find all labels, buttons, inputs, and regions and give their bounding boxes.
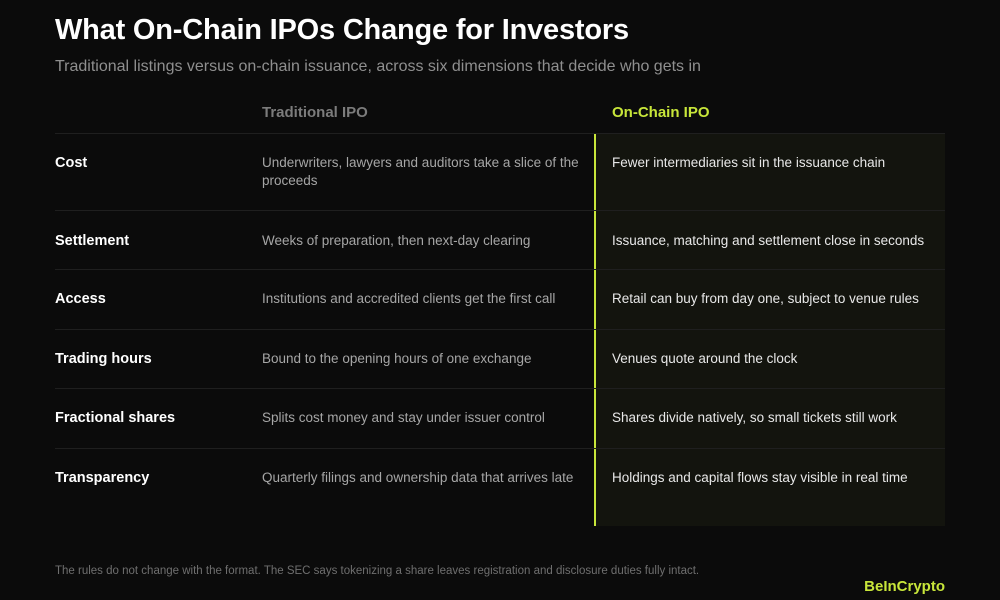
onchain-cell: Venues quote around the clock (612, 351, 798, 366)
table-row: Cost Underwriters, lawyers and auditors … (55, 134, 945, 211)
row-dimension-label: Trading hours (55, 351, 152, 367)
row-dimension-label: Cost (55, 155, 88, 171)
table-header: Traditional IPO On-Chain IPO (55, 88, 945, 134)
table-row: Settlement Weeks of preparation, then ne… (55, 211, 945, 270)
traditional-cell: Quarterly filings and ownership data tha… (262, 470, 574, 485)
onchain-column-highlight (594, 134, 945, 526)
table-row: Access Institutions and accredited clien… (55, 270, 945, 330)
row-dimension-label: Settlement (55, 233, 130, 249)
page-subtitle: Traditional listings versus on-chain iss… (55, 58, 701, 75)
comparison-table: Traditional IPO On-Chain IPO Cost Underw… (55, 88, 945, 526)
traditional-cell: Weeks of preparation, then next-day clea… (262, 233, 531, 248)
row-dimension-label: Fractional shares (55, 410, 176, 426)
column-header-traditional: Traditional IPO (262, 104, 368, 121)
table-row: Transparency Quarterly filings and owner… (55, 449, 945, 526)
row-dimension-label: Transparency (55, 470, 150, 486)
onchain-cell: Shares divide natively, so small tickets… (612, 410, 897, 425)
onchain-cell: Fewer intermediaries sit in the issuance… (612, 155, 886, 170)
page-title: What On-Chain IPOs Change for Investors (55, 14, 629, 46)
row-dimension-label: Access (55, 291, 106, 307)
traditional-cell: Bound to the opening hours of one exchan… (262, 351, 532, 366)
table-body: Cost Underwriters, lawyers and auditors … (55, 134, 945, 526)
traditional-cell: Splits cost money and stay under issuer … (262, 410, 545, 425)
traditional-cell: Underwriters, lawyers and auditors take … (262, 155, 579, 188)
table-row: Fractional shares Splits cost money and … (55, 389, 945, 449)
footnote: The rules do not change with the format.… (55, 565, 700, 577)
onchain-cell: Holdings and capital flows stay visible … (612, 470, 908, 485)
onchain-cell: Issuance, matching and settlement close … (612, 233, 925, 248)
onchain-cell: Retail can buy from day one, subject to … (612, 291, 919, 306)
brand-logo: BeInCrypto (864, 578, 945, 595)
table-row: Trading hours Bound to the opening hours… (55, 330, 945, 389)
traditional-cell: Institutions and accredited clients get … (262, 291, 556, 306)
column-header-onchain: On-Chain IPO (612, 104, 710, 121)
